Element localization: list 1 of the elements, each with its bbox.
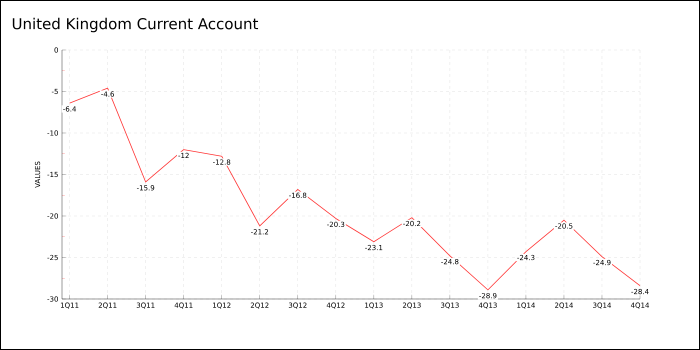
chart-title: United Kingdom Current Account: [12, 18, 258, 32]
